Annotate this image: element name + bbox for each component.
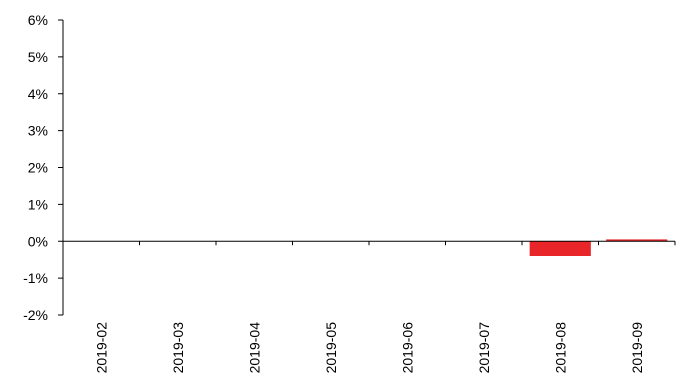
y-tick-label: -1% bbox=[23, 270, 48, 286]
x-axis: 2019-02 2019-03 2019-04 2019-05 2019-06 2019-… bbox=[62, 240, 676, 374]
y-axis: 6% 5% 4% 3% 2% 1% 0% -1% -2% bbox=[23, 12, 64, 323]
bars bbox=[529, 239, 668, 256]
bar-2019-09 bbox=[606, 239, 668, 242]
x-tick-label: 2019-07 bbox=[476, 322, 492, 374]
x-tick-label: 2019-04 bbox=[246, 322, 262, 374]
x-tick-label: 2019-05 bbox=[323, 322, 339, 374]
x-tick-label: 2019-02 bbox=[93, 322, 109, 374]
y-tick-label: 2% bbox=[28, 160, 48, 176]
y-tick-label: -2% bbox=[23, 307, 48, 323]
bar-2019-08 bbox=[529, 241, 591, 256]
y-tick-label: 0% bbox=[28, 233, 48, 249]
x-tick-label: 2019-06 bbox=[399, 322, 415, 374]
y-tick-label: 4% bbox=[28, 86, 48, 102]
x-tick-label: 2019-08 bbox=[552, 322, 568, 374]
y-tick-label: 1% bbox=[28, 196, 48, 212]
y-tick-label: 6% bbox=[28, 12, 48, 28]
x-tick-label: 2019-03 bbox=[170, 322, 186, 374]
y-tick-label: 3% bbox=[28, 123, 48, 139]
y-tick-label: 5% bbox=[28, 49, 48, 65]
x-tick-label: 2019-09 bbox=[629, 322, 645, 374]
